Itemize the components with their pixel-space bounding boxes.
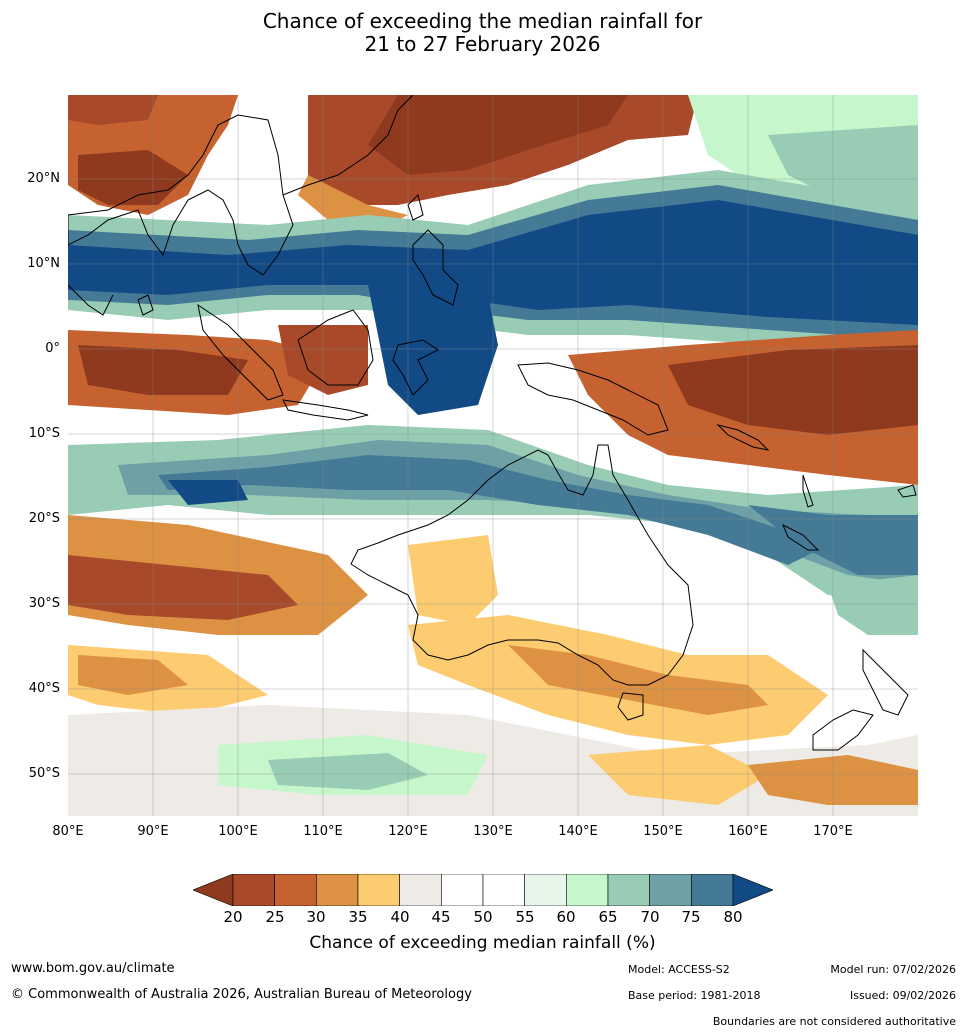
- dry-zone-india-north: [68, 95, 158, 125]
- lon-label-170e: 170°E: [813, 824, 853, 839]
- colorbar-tick-80: 80: [723, 908, 743, 926]
- coastline-borneo: [297, 309, 374, 386]
- map-canvas: [68, 95, 918, 816]
- map-title: Chance of exceeding the median rainfall …: [0, 10, 965, 56]
- wet-zone-tasman: [828, 575, 918, 635]
- lat-label-10n: 10°N: [27, 256, 60, 271]
- dry-patch-southern-ocean: [588, 745, 768, 805]
- colorbar-segment: [232, 874, 275, 906]
- colorbar-segment: [691, 874, 734, 906]
- dry-zone-north-core: [368, 95, 628, 175]
- colorbar-segment: [357, 874, 400, 906]
- dry-zone-indian-ocean-south-core: [78, 655, 188, 695]
- colorbar-tick-30: 30: [306, 908, 326, 926]
- lon-label-90e: 90°E: [137, 824, 169, 839]
- colorbar: [193, 874, 773, 906]
- colorbar-segment: [524, 874, 567, 906]
- coastline-sulawesi: [392, 339, 439, 396]
- lat-label-30s: 30°S: [28, 596, 60, 611]
- colorbar-tick-20: 20: [223, 908, 243, 926]
- lat-label-20s: 20°S: [28, 511, 60, 526]
- lon-label-150e: 150°E: [643, 824, 683, 839]
- lat-label-50s: 50°S: [28, 766, 60, 781]
- dry-band-south-equator-east-core: [668, 345, 918, 435]
- footer-model-run: Model run: 07/02/2026: [830, 963, 956, 976]
- colorbar-segment: [607, 874, 650, 906]
- colorbar-tick-35: 35: [348, 908, 368, 926]
- dry-band-south-equator-west-core: [78, 345, 248, 395]
- colorbar-segment: [566, 874, 609, 906]
- colorbar-arrow-high: [732, 874, 773, 906]
- colorbar-segment: [482, 874, 525, 906]
- title-line-2: 21 to 27 February 2026: [364, 32, 601, 56]
- coastline-china: [282, 95, 414, 196]
- colorbar-arrow-low: [193, 874, 234, 906]
- coastline-sri-lanka: [137, 294, 154, 316]
- colorbar-tick-65: 65: [598, 908, 618, 926]
- coastline-new-caledonia: [782, 523, 820, 551]
- lat-label-20n: 20°N: [27, 171, 60, 186]
- colorbar-label: Chance of exceeding median rainfall (%): [309, 933, 656, 953]
- coastline-philippines: [412, 229, 459, 306]
- lon-label-130e: 130°E: [473, 824, 513, 839]
- coastlines: [68, 95, 917, 751]
- footer-disclaimer: Boundaries are not considered authoritat…: [712, 1015, 956, 1028]
- lon-label-80e: 80°E: [52, 824, 84, 839]
- coastline-australia: [350, 444, 694, 686]
- colorbar-tick-60: 60: [556, 908, 576, 926]
- rainfall-map: [68, 95, 918, 816]
- colorbar-segment: [441, 874, 484, 906]
- colorbar-tick-50: 50: [473, 908, 493, 926]
- coastline-new-guinea: [517, 362, 669, 436]
- wet-patch-indian-ocean: [168, 480, 248, 505]
- lat-label-0: 0°: [45, 341, 60, 356]
- lat-label-40s: 40°S: [28, 681, 60, 696]
- colorbar-segment: [274, 874, 317, 906]
- coastline-vanuatu: [802, 474, 814, 508]
- lat-label-10s: 10°S: [28, 426, 60, 441]
- wet-band-south-core: [158, 455, 828, 565]
- footer-copyright: © Commonwealth of Australia 2026, Austra…: [11, 987, 472, 1002]
- coastline-tasmania: [617, 692, 644, 721]
- colorbar-segment: [649, 874, 692, 906]
- wet-zone-pacific-north-teal: [768, 125, 918, 205]
- lon-label-110e: 110°E: [303, 824, 343, 839]
- coastline-taiwan: [407, 194, 424, 221]
- colorbar-tick-70: 70: [640, 908, 660, 926]
- lon-label-100e: 100°E: [218, 824, 258, 839]
- lon-label-160e: 160°E: [728, 824, 768, 839]
- colorbar-segment: [399, 874, 442, 906]
- coastline-asia-mainland: [68, 114, 294, 276]
- colorbar-tick-45: 45: [431, 908, 451, 926]
- colorbar-tick-25: 25: [265, 908, 285, 926]
- title-line-1: Chance of exceeding the median rainfall …: [262, 9, 703, 33]
- colorbar-tick-55: 55: [515, 908, 535, 926]
- colorbar-tick-40: 40: [390, 908, 410, 926]
- coastline-solomons: [716, 424, 770, 451]
- footer-base-period: Base period: 1981-2018: [628, 989, 761, 1002]
- footer-website[interactable]: www.bom.gov.au/climate: [11, 961, 175, 976]
- coastline-india-south: [68, 284, 114, 316]
- wet-zone-maritime: [368, 285, 498, 415]
- coastline-sumatra: [197, 303, 284, 401]
- coastline-java: [282, 399, 369, 421]
- coastline-new-zealand-south: [812, 709, 874, 751]
- wet-patch-southern-ocean-core: [268, 753, 428, 790]
- footer-issued: Issued: 09/02/2026: [849, 989, 956, 1002]
- colorbar-tick-75: 75: [681, 908, 701, 926]
- lon-label-140e: 140°E: [558, 824, 598, 839]
- coastline-new-zealand-north: [862, 648, 909, 716]
- dry-zone-south-australia-core: [508, 645, 768, 715]
- dry-zone-west-australia: [408, 535, 498, 625]
- graticule: [68, 95, 918, 816]
- colorbar-segment: [316, 874, 359, 906]
- footer-model: Model: ACCESS-S2: [628, 963, 730, 976]
- lon-label-120e: 120°E: [388, 824, 428, 839]
- coastline-fiji: [897, 484, 917, 498]
